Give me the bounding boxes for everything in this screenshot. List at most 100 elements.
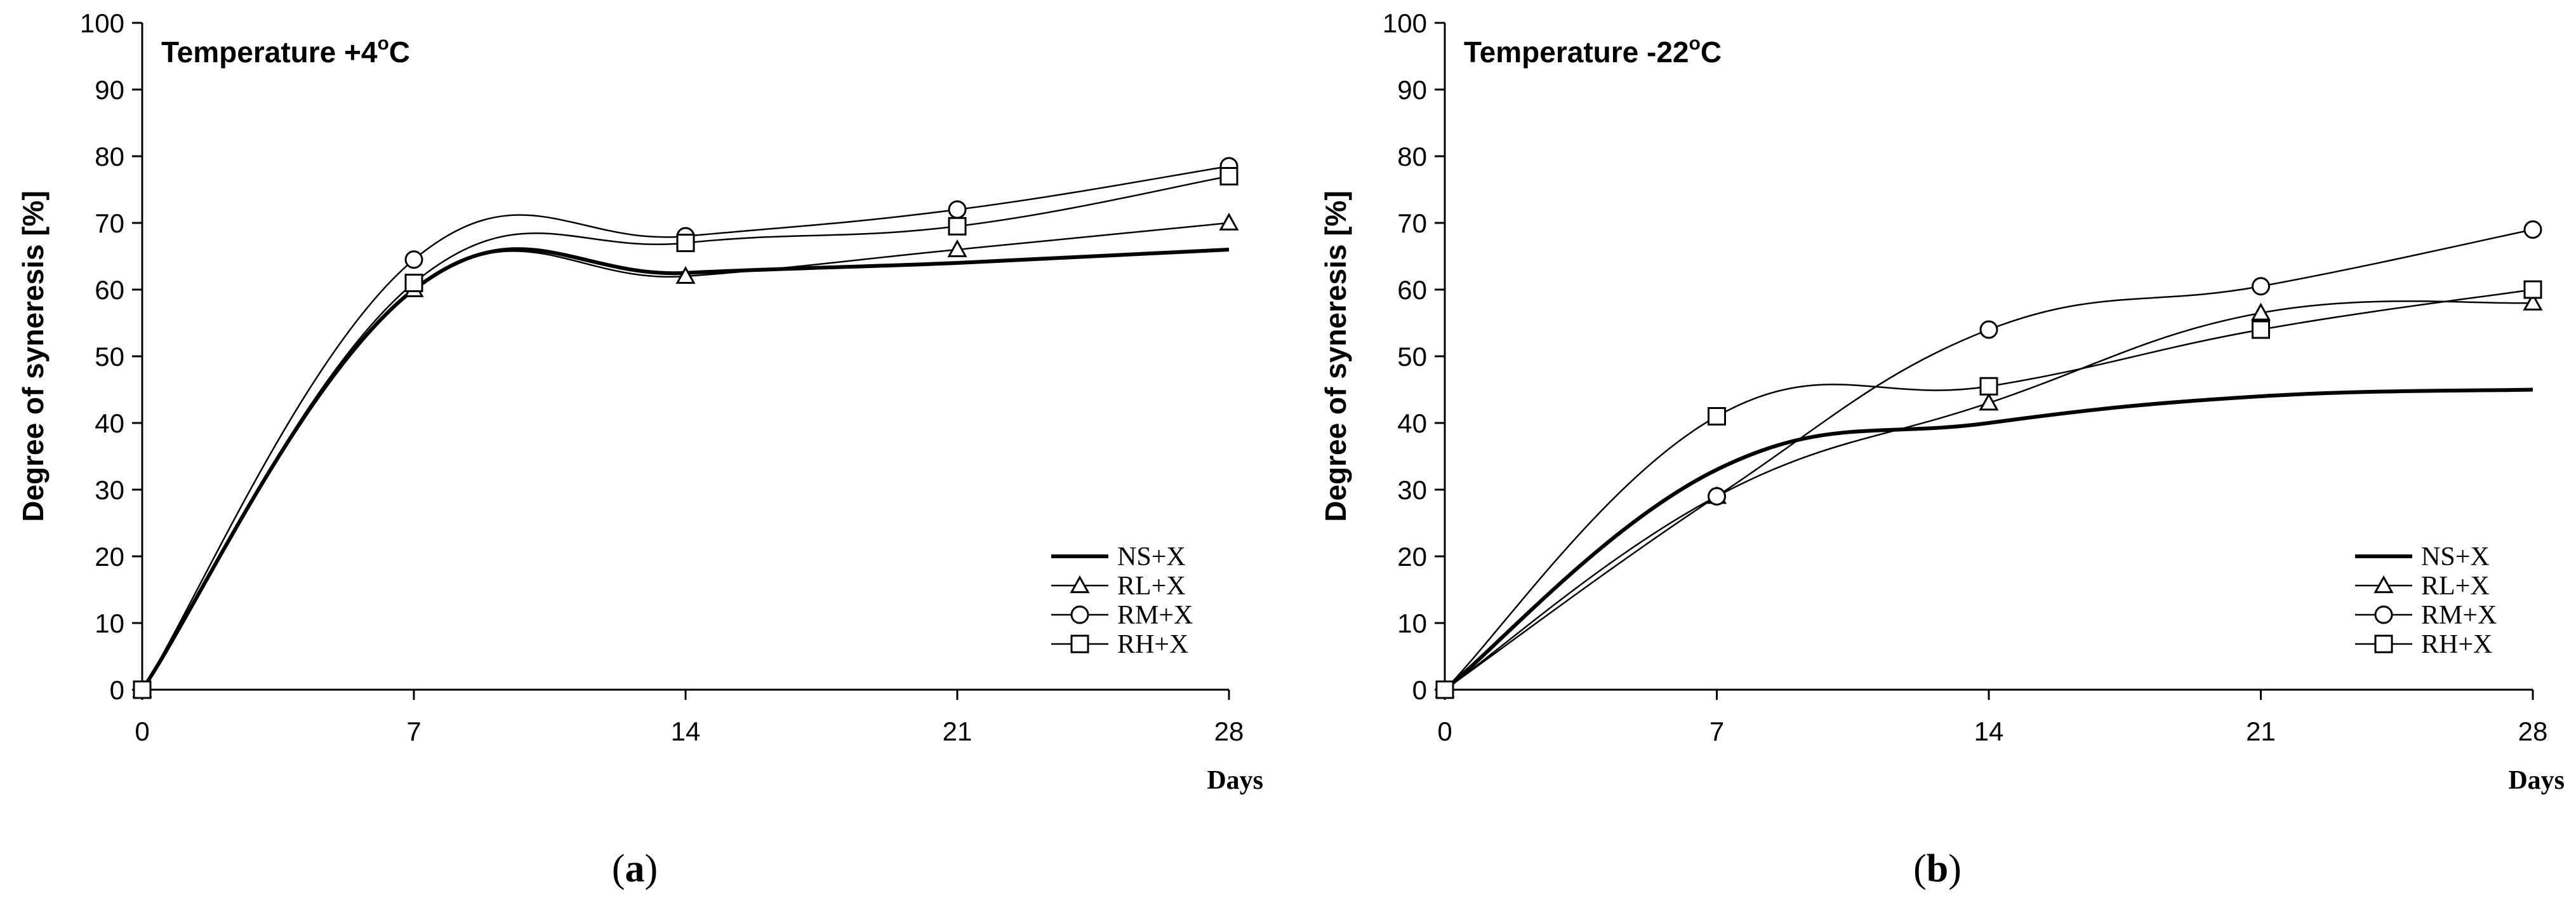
panel-title-degree: o: [377, 33, 388, 54]
x-tick-label: 28: [1214, 716, 1244, 746]
y-tick-label: 80: [1397, 142, 1427, 171]
legend-label: NS+X: [1117, 542, 1186, 572]
panel-b-chart: 0 10 20 30 40 50 60 70 80 90 100 0 7 14 21 28 Degree of …: [1319, 8, 2565, 890]
legend-marker: [1070, 634, 1089, 654]
y-tick-label: 100: [1383, 8, 1427, 38]
x-axis-title: Days: [2508, 766, 2565, 795]
data-point: [2523, 220, 2542, 239]
y-tick-label: 90: [95, 75, 124, 105]
data-point: [675, 265, 696, 284]
series-line: [140, 247, 1230, 691]
legend: NS+XRL+XRM+XRH+X: [1051, 542, 1193, 659]
y-tick-label: 60: [95, 275, 124, 305]
y-tick-label: 40: [1397, 408, 1427, 438]
panel-title-unit: C: [1701, 36, 1722, 69]
data-point: [1979, 392, 1999, 411]
data-point: [1708, 407, 1726, 426]
y-tick-label: 90: [1397, 75, 1427, 105]
y-tick-label: 20: [1397, 542, 1427, 572]
x-tick-label: 0: [1437, 716, 1452, 746]
data-point: [948, 217, 967, 236]
legend-label: NS+X: [2421, 542, 2490, 572]
data-point: [947, 239, 967, 257]
panel-caption: (b): [1913, 847, 1962, 890]
panel-a-chart: 0 10 20 30 40 50 60 70 80 90 100 0 7 14 21 28 Degree of …: [17, 8, 1263, 890]
panel-title-prefix: Temperature +4: [161, 36, 378, 69]
x-tick-label: 28: [2518, 716, 2548, 746]
data-point: [2523, 280, 2542, 299]
series-line: [141, 165, 1230, 690]
y-tick-label: 70: [1397, 208, 1427, 238]
panel-title: Temperature +4oC: [161, 33, 410, 69]
series-ns-x: [1444, 387, 2533, 692]
legend-label: RL+X: [1117, 572, 1186, 601]
y-tick-label: 10: [1397, 608, 1427, 638]
y-axis-title: Degree of syneresis [%]: [1319, 191, 1352, 522]
panel-title-prefix: Temperature -22: [1464, 36, 1689, 69]
x-tick-label: 7: [406, 716, 421, 746]
data-point: [1219, 167, 1238, 185]
data-point: [1708, 487, 1726, 506]
y-tick-label: 100: [80, 8, 124, 38]
x-tick-label: 14: [671, 716, 701, 746]
legend-marker: [2374, 634, 2393, 654]
series-line: [1444, 229, 2533, 691]
data-point: [1435, 680, 1454, 699]
panel-caption: (a): [612, 847, 658, 890]
data-point: [404, 250, 423, 269]
legend-label: RM+X: [1117, 601, 1193, 630]
series-line: [1444, 288, 2533, 690]
series-line: [1444, 387, 2533, 692]
legend-label: RH+X: [1117, 630, 1188, 659]
data-point: [2523, 292, 2543, 311]
y-tick-label: 0: [1412, 675, 1427, 705]
y-tick-label: 50: [95, 342, 124, 372]
y-tick-label: 10: [95, 608, 124, 638]
y-tick-label: 20: [95, 542, 124, 572]
data-point: [2252, 320, 2270, 339]
data-point: [1219, 212, 1239, 231]
series-line: [141, 175, 1230, 690]
x-axis-title: Days: [1207, 766, 1263, 795]
legend-label: RM+X: [2421, 601, 2497, 630]
y-tick-label: 0: [110, 675, 124, 705]
data-point: [2250, 302, 2271, 321]
y-tick-label: 30: [1397, 475, 1427, 505]
y-tick-label: 50: [1397, 342, 1427, 372]
y-tick-label: 80: [95, 142, 124, 171]
panel-title-unit: C: [389, 36, 410, 69]
legend-marker: [2374, 605, 2393, 624]
panel-title: Temperature -22oC: [1464, 33, 1722, 69]
panel-caption-label: a: [625, 847, 645, 890]
x-tick-label: 21: [2246, 716, 2276, 746]
legend-marker: [1070, 605, 1089, 624]
panel-title-degree: o: [1689, 33, 1701, 54]
data-point: [133, 680, 152, 699]
series-rm-x: [1435, 220, 2542, 699]
legend: NS+XRL+XRM+XRH+X: [2355, 542, 2497, 659]
data-point: [1979, 320, 1998, 339]
series-line: [141, 222, 1230, 690]
data-point: [948, 200, 967, 219]
legend-marker: [1070, 575, 1090, 593]
x-tick-label: 0: [135, 716, 149, 746]
legend-label: RH+X: [2421, 630, 2492, 659]
legend-marker: [2374, 575, 2394, 593]
y-tick-label: 40: [95, 408, 124, 438]
x-tick-label: 7: [1710, 716, 1724, 746]
data-point: [404, 274, 423, 292]
y-tick-label: 60: [1397, 275, 1427, 305]
x-tick-label: 21: [943, 716, 973, 746]
data-point: [2252, 277, 2270, 296]
y-tick-label: 30: [95, 475, 124, 505]
y-tick-label: 70: [95, 208, 124, 238]
data-point: [676, 234, 695, 252]
series-ns-x: [140, 247, 1230, 691]
x-tick-label: 14: [1974, 716, 2004, 746]
y-axis-title: Degree of syneresis [%]: [17, 191, 50, 522]
legend-label: RL+X: [2421, 572, 2490, 601]
series-rl-x: [132, 212, 1239, 697]
panel-caption-label: b: [1927, 847, 1948, 890]
series-line: [1444, 300, 2533, 691]
